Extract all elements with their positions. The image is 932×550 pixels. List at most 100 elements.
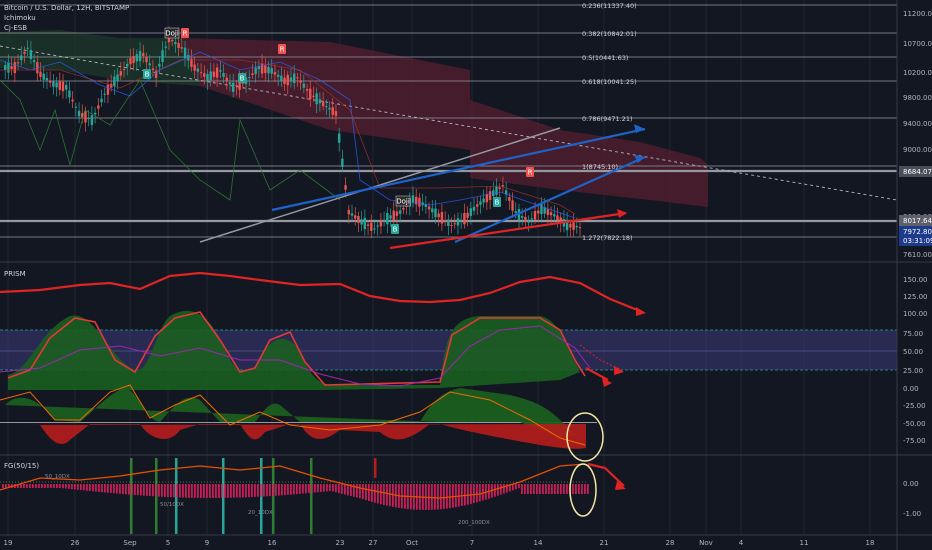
candle-body [135,54,139,62]
candle-body [219,70,222,72]
fg-bar [200,484,202,498]
chart-symbol-title: Bitcoin / U.S. Dollar, 12H, BITSTAMP [4,4,129,12]
fg-bar [227,484,229,498]
fg-bar [521,484,523,494]
osc-tick: 0.00 [903,385,919,393]
time-tick: 26 [71,539,80,547]
fg-bar [467,484,469,505]
candle-body [572,222,575,230]
candle-body [520,216,524,218]
fg-bar [35,484,37,488]
fg-bar [89,484,91,492]
fg-bar [263,484,265,497]
signal-badge-label: R [280,46,285,54]
candle-body [231,82,235,92]
fg-bar [137,484,139,496]
fg-bar [212,484,214,498]
fg-bar [554,484,556,494]
candle-body [187,54,190,61]
fg-bar [38,484,40,488]
fg-bar [353,484,355,497]
fg-bar [542,484,544,494]
signal-badge-label: R [183,30,188,38]
candle-body [309,88,312,100]
fg-bar [347,484,349,496]
fg-bar [65,484,67,489]
candle-body [530,218,534,220]
fg-bar [470,484,472,504]
indicator-cj-esb[interactable]: Cj-ESB [4,24,27,32]
grey-trendline[interactable] [199,127,561,243]
candle-body [389,215,392,219]
fg-bar [152,484,154,497]
signal-badge-label: R [528,169,533,177]
fg-bar [170,484,172,498]
candle-body [549,212,553,216]
fg-bar [119,484,121,494]
fg-bar [8,484,10,488]
time-axis[interactable]: 19 26 Sep 5 9 16 23 27 Oct 7 14 21 28 Nov 4 11 18 [4,539,875,547]
fg-bar [371,484,373,502]
candle-body [450,224,453,226]
fg-bar [440,484,442,510]
fg-bar [92,484,94,492]
fg-bar [386,484,388,506]
fg-bar [173,484,175,498]
candle-body [276,74,280,77]
candle-body [58,81,61,90]
candle-body [145,56,148,63]
red-trendline[interactable] [389,211,627,250]
candle-body [354,215,357,219]
fg-bar [359,484,361,499]
candle-body [264,65,267,73]
fg-bar [20,484,22,488]
candle-body [257,66,261,70]
price-tick: 10700.00 [903,40,932,48]
fg-bar [17,484,19,488]
candle-body [177,42,180,48]
fg-bar [533,484,535,494]
time-tick: Oct [406,539,418,547]
candle-body [286,74,289,86]
candle-body [248,77,251,79]
fg-bar [473,484,475,504]
fg-bar [104,484,106,493]
time-tick: 14 [534,539,543,547]
fg-bar [311,484,313,493]
fg-bar [377,484,379,504]
pane-label-fg[interactable]: FG(50/15) [4,462,39,470]
fg-signal-bar [272,458,275,534]
fg-bar [572,484,574,494]
time-tick: Sep [123,539,137,547]
candle-body [501,185,505,187]
fg-bar [125,484,127,495]
time-tick: 27 [369,539,378,547]
candle-body [84,111,87,123]
fg-bar [134,484,136,496]
candle-body [142,53,145,56]
pane-label-prism[interactable]: PRISM [4,270,26,278]
price-tick: 9400.00 [903,120,932,128]
time-tick: 28 [666,539,675,547]
candle-body [238,78,241,90]
fg-bar [95,484,97,492]
time-tick: 5 [166,539,170,547]
blue-trendline-upper[interactable] [271,127,646,212]
candle-body [270,68,273,74]
candle-body [39,71,42,77]
candle-body [459,219,463,221]
fg-bar [266,484,268,497]
indicator-ichimoku[interactable]: Ichimoku [4,14,36,22]
candle-body [443,220,447,222]
candle-body [280,75,283,81]
price-scale[interactable]: 11200.00 10700.00 10200.00 9800.00 9400.00 90… [903,10,932,518]
candle-body [315,93,318,105]
candle-body [161,50,164,63]
fg-bar [179,484,181,498]
candle-body [344,185,347,190]
fg-bar [164,484,166,497]
candle-body [398,210,402,214]
blue-trendline-lower[interactable] [454,155,646,244]
candle-body [360,219,363,225]
